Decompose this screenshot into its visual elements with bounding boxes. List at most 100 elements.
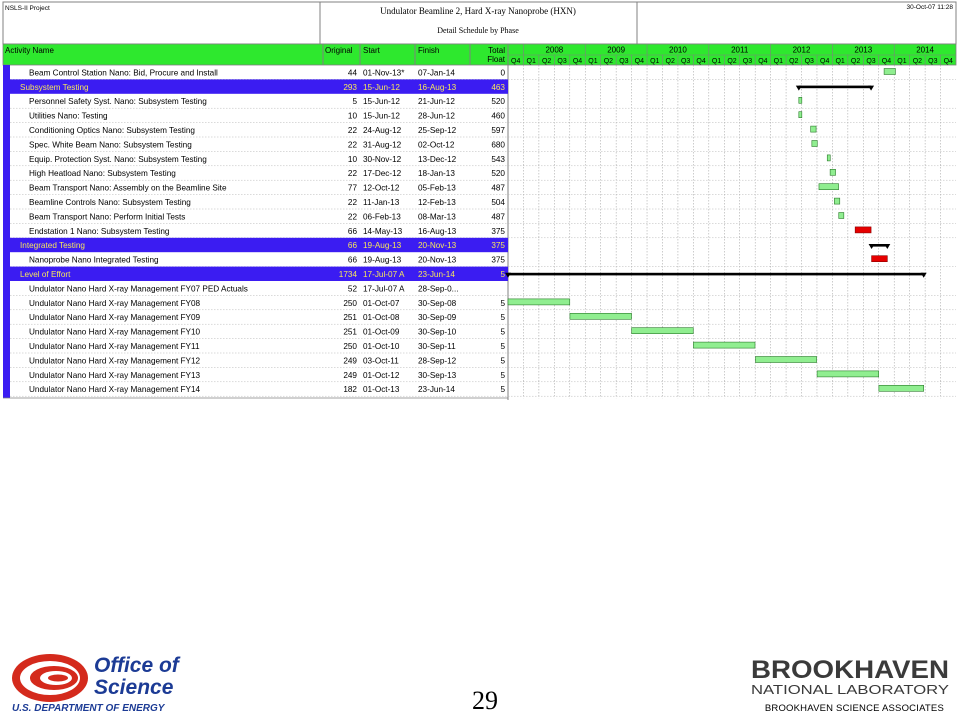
original-duration: 66 [348,256,358,265]
start-date: 17-Jul-07 A [363,284,405,293]
task-bar [818,183,839,190]
original-duration: 66 [348,227,358,236]
summary-bar-start-cap [868,244,875,249]
quarter-label: Q1 [774,58,783,65]
col-original[interactable]: Original [325,46,353,55]
finish-date: 30-Sep-08 [418,299,457,308]
year-labels: 2008 2009 2010 2011 2012 2013 2014 [523,44,935,55]
total-float: 375 [491,256,505,265]
col-start[interactable]: Start [363,46,381,55]
quarter-label: Q4 [511,58,520,65]
start-date: 01-Oct-09 [363,328,400,337]
task-bar [878,384,924,392]
start-date: 01-Oct-13 [363,385,400,394]
activity-name: Endstation 1 Nano: Subsystem Testing [29,227,170,236]
task-bar [755,356,817,363]
original-duration: 52 [348,284,358,293]
activity-name: Beam Transport Nano: Perform Initial Tes… [29,212,185,221]
col-activity-name[interactable]: Activity Name [5,46,54,55]
schedule-title: Undulator Beamline 2, Hard X-ray Nanopro… [380,6,576,16]
quarter-label: Q3 [805,58,814,65]
summary-bar-start-cap [795,85,802,91]
finish-date: 16-Aug-13 [418,83,457,92]
task-bar [507,298,571,306]
quarter-label: Q4 [944,58,953,65]
col-float[interactable]: Float [487,55,506,64]
activity-name: Undulator Nano Hard X-ray Management FY0… [29,299,201,308]
quarter-label: Q2 [727,58,736,65]
summary-bar [871,244,888,247]
original-duration: 22 [348,198,358,207]
finish-date: 13-Dec-12 [418,155,457,164]
total-float: 520 [491,97,505,106]
schedule-chart: NSLS-II Project Undulator Beamline 2, Ha… [2,1,957,400]
summary-bar-start-cap [505,272,511,278]
finish-date: 12-Feb-13 [418,198,456,207]
total-float: 597 [491,126,505,135]
quarter-labels: Q4 Q1 Q2 Q3 Q4 Q1 Q2 Q3 Q4 Q1 Q2 Q3 Q4 Q1 Q2 Q3 Q4 Q1 Q2 Q3… [507,55,953,65]
total-float: 487 [491,212,505,221]
original-duration: 66 [348,241,358,250]
task-bar [631,327,694,335]
start-date: 31-Aug-12 [363,140,402,149]
year-label: 2010 [669,46,687,55]
year-label: 2011 [731,46,749,55]
task-bar [883,68,896,75]
original-duration: 249 [343,356,357,365]
group-row-fill [3,237,508,253]
original-duration: 10 [348,155,358,164]
start-date: 01-Oct-07 [363,299,400,308]
finish-date: 30-Sep-11 [418,342,456,351]
start-date: 14-May-13 [363,227,403,236]
quarter-label: Q4 [882,58,891,65]
group-name: Subsystem Testing [20,83,89,92]
original-duration: 22 [348,212,358,221]
original-duration: 77 [348,184,358,193]
bnl-line-2: NATIONAL LABORATORY [751,683,950,697]
activity-name: Undulator Nano Hard X-ray Management FY0… [29,284,248,293]
task-bar [798,97,803,104]
original-duration: 251 [343,328,357,337]
activity-name: Undulator Nano Hard X-ray Management FY1… [29,371,201,380]
activity-name: Undulator Nano Hard X-ray Management FY1… [29,385,201,394]
bnl-line-1: BROOKHAVEN [751,656,949,684]
start-date: 03-Oct-11 [363,356,399,365]
task-bar [693,341,756,349]
summary-bar-end-cap [884,244,891,249]
task-bar [811,140,818,147]
group-name: Level of Effort [20,270,71,279]
group-spine [3,65,10,398]
critical-task-bar [871,255,888,262]
finish-date: 21-Jun-12 [418,97,455,106]
col-total[interactable]: Total [488,46,505,55]
finish-date: 28-Sep-12 [418,356,457,365]
start-date: 12-Oct-12 [363,184,400,193]
doe-line-1: Office of [94,654,181,677]
finish-date: 30-Sep-13 [418,371,457,380]
year-label: 2008 [545,46,563,55]
year-label: 2013 [854,46,872,55]
total-float: 504 [491,198,505,207]
finish-date: 16-Aug-13 [418,227,457,236]
start-date: 01-Nov-13* [363,68,405,77]
quarter-label: Q4 [573,58,582,65]
original-duration: 249 [343,371,357,380]
original-duration: 1734 [339,270,358,279]
activity-name: Undulator Nano Hard X-ray Management FY0… [29,313,201,322]
summary-bar-end-cap [868,85,875,91]
quarter-label: Q1 [527,58,536,65]
finish-date: 23-Jun-14 [418,385,455,394]
finish-date: 18-Jan-13 [418,169,455,178]
original-duration: 293 [343,83,357,92]
col-finish[interactable]: Finish [418,46,439,55]
original-duration: 250 [343,342,357,351]
total-float: 487 [491,184,505,193]
total-float: 5 [500,299,505,308]
quarter-label: Q1 [897,58,906,65]
total-float: 5 [500,385,505,394]
quarter-label: Q1 [588,58,597,65]
finish-date: 28-Jun-12 [418,112,455,121]
quarter-label: Q2 [789,58,798,65]
total-float: 5 [500,342,505,351]
year-label: 2014 [916,46,934,55]
